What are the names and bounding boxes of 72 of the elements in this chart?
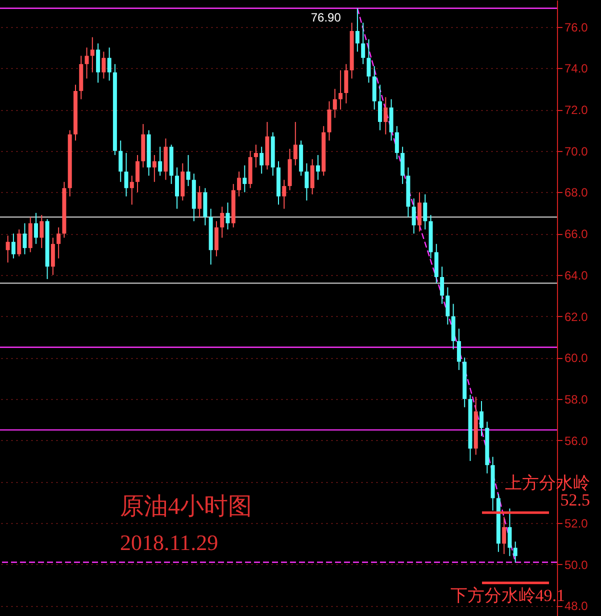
candlestick [90, 36, 94, 73]
text: 2018.11.29 [120, 530, 218, 555]
y-tick-label: 58.0 [564, 392, 588, 406]
candlestick [84, 47, 89, 80]
candlestick [11, 233, 16, 259]
candlestick [361, 22, 366, 65]
candlestick [456, 328, 461, 371]
candlestick [242, 164, 247, 193]
candlestick [282, 179, 286, 210]
candlestick [50, 237, 55, 276]
candlestick [332, 88, 337, 118]
candlestick [260, 146, 264, 174]
y-tick-label: 48.0 [564, 599, 588, 614]
candlestick [293, 121, 298, 166]
text: 原油4小时图 [120, 494, 252, 520]
candlestick [214, 220, 218, 257]
candlestick [378, 84, 382, 131]
candlestick [174, 166, 179, 210]
y-tick-label: 62.0 [564, 310, 588, 324]
candlestick [237, 171, 242, 197]
candlestick [107, 47, 112, 82]
candlestick [513, 541, 518, 563]
candlestick [220, 206, 224, 238]
candlestick [22, 222, 27, 255]
candlestick [502, 516, 506, 554]
candlestick [508, 508, 512, 557]
candlestick [366, 38, 371, 84]
candlestick [152, 154, 156, 182]
annotation: 76.90 [310, 10, 342, 24]
candlestick [417, 192, 422, 232]
candlestick [304, 162, 309, 202]
candlestick [412, 198, 416, 234]
candlestick [158, 146, 162, 176]
candlestick [480, 400, 484, 437]
candlestick [394, 126, 399, 160]
y-tick-label: 50.0 [564, 558, 588, 572]
y-tick-label: 70.0 [564, 144, 588, 158]
y-tick-label: 52.0 [564, 516, 588, 530]
candlestick [102, 51, 106, 80]
y-tick-label: 74.0 [564, 62, 588, 76]
y-tick-label: 56.0 [564, 434, 588, 448]
candlestick [316, 154, 320, 180]
candlestick [34, 212, 38, 244]
candlestick [124, 152, 128, 197]
candlestick [355, 8, 360, 52]
candlestick [440, 266, 444, 304]
candlestick [136, 154, 140, 193]
candlestick [338, 70, 343, 110]
y-tick-label: 66.0 [564, 227, 588, 242]
y-tick-label: 68.0 [564, 186, 588, 200]
candlestick [6, 235, 10, 264]
candlestick [17, 228, 22, 257]
candlestick [56, 226, 61, 259]
candlestick [254, 144, 258, 168]
candlestick [96, 42, 100, 84]
candlestick [40, 214, 44, 249]
y-tick-label: 76.0 [564, 20, 588, 34]
candlestick [130, 175, 134, 206]
candlestick [423, 194, 428, 230]
candlestick [226, 202, 230, 230]
candlestick [118, 140, 123, 182]
candlestick [384, 96, 388, 135]
candlestick [198, 186, 202, 218]
candlestick [186, 154, 190, 187]
candlestick [310, 158, 314, 195]
y-tick-label: 60.0 [564, 351, 588, 366]
candlestick [344, 64, 348, 104]
candlestick [446, 286, 450, 326]
candlestick [400, 146, 405, 184]
y-tick-label: 72.0 [564, 103, 588, 118]
candlestick [327, 100, 332, 142]
y-tick-label: 64.0 [564, 268, 588, 282]
